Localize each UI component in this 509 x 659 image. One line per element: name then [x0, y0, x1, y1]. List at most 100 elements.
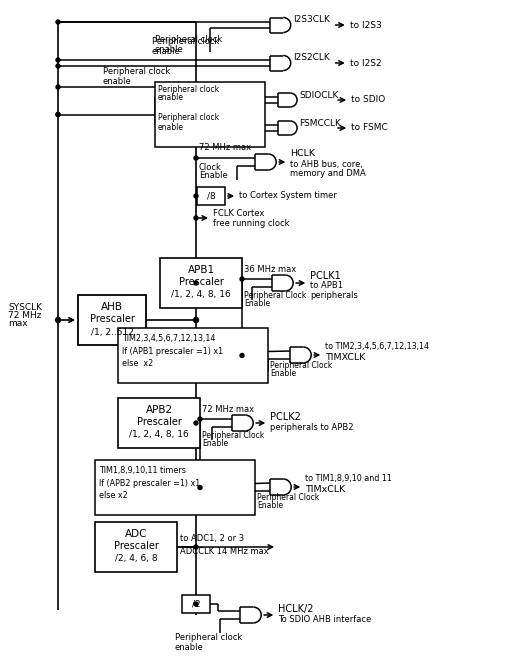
- Text: FSMCCLK: FSMCCLK: [298, 119, 341, 127]
- Circle shape: [56, 113, 60, 117]
- Text: to APB1: to APB1: [309, 281, 343, 291]
- Text: TIMxCLK: TIMxCLK: [304, 484, 345, 494]
- Circle shape: [56, 85, 60, 89]
- Circle shape: [240, 353, 243, 357]
- Text: Prescaler: Prescaler: [136, 417, 181, 427]
- Text: If (APB2 prescaler =1) x1: If (APB2 prescaler =1) x1: [99, 478, 200, 488]
- Text: /2: /2: [191, 600, 200, 608]
- Text: free running clock: free running clock: [213, 219, 289, 227]
- Text: to I2S3: to I2S3: [349, 20, 381, 30]
- Bar: [95, 522, 177, 572]
- Text: Clock: Clock: [199, 163, 221, 171]
- Circle shape: [55, 318, 61, 322]
- Text: Peripheral Clock: Peripheral Clock: [257, 492, 319, 501]
- Text: Prescaler: Prescaler: [178, 277, 223, 287]
- Text: else x2: else x2: [99, 490, 127, 500]
- Text: enable: enable: [158, 94, 184, 103]
- Text: SYSCLK: SYSCLK: [8, 304, 42, 312]
- Text: ADC: ADC: [125, 529, 147, 539]
- Text: Peripheral Clock: Peripheral Clock: [243, 291, 305, 299]
- Text: PCLK1: PCLK1: [309, 271, 341, 281]
- Text: else  x2: else x2: [122, 358, 153, 368]
- Text: Prescaler: Prescaler: [114, 541, 158, 551]
- Text: HCLK/2: HCLK/2: [277, 604, 313, 614]
- Circle shape: [240, 277, 243, 281]
- Text: 72 MHz: 72 MHz: [8, 312, 41, 320]
- Bar: [118, 398, 200, 448]
- Bar: [95, 460, 254, 515]
- Text: /1, 2, 4, 8, 16: /1, 2, 4, 8, 16: [171, 291, 231, 299]
- Text: enable: enable: [158, 123, 184, 132]
- Text: AHB: AHB: [101, 302, 123, 312]
- Text: Peripheral clock: Peripheral clock: [158, 113, 219, 123]
- Text: Enable: Enable: [257, 501, 282, 511]
- Text: to FSMC: to FSMC: [350, 123, 387, 132]
- Text: /1, 2..512: /1, 2..512: [91, 328, 133, 337]
- Text: /1, 2, 4, 8, 16: /1, 2, 4, 8, 16: [129, 430, 188, 440]
- Bar: [78, 295, 146, 345]
- Circle shape: [193, 545, 197, 549]
- Text: If (APB1 prescaler =1) x1: If (APB1 prescaler =1) x1: [122, 347, 223, 355]
- Text: enable: enable: [175, 643, 204, 652]
- Text: Peripheral clock: Peripheral clock: [175, 633, 242, 641]
- Text: Peripheral Clock: Peripheral Clock: [269, 360, 331, 370]
- Text: Enable: Enable: [199, 171, 228, 181]
- Bar: [182, 595, 210, 613]
- Text: to ADC1, 2 or 3: to ADC1, 2 or 3: [180, 534, 244, 544]
- Text: TIMXCLK: TIMXCLK: [325, 353, 365, 362]
- Circle shape: [193, 281, 197, 285]
- Text: to SDIO: to SDIO: [350, 96, 385, 105]
- Text: Enable: Enable: [269, 370, 296, 378]
- Text: Peripheral clock: Peripheral clock: [103, 67, 170, 76]
- Text: /2, 4, 6, 8: /2, 4, 6, 8: [115, 554, 157, 563]
- Text: peripherals to APB2: peripherals to APB2: [270, 424, 353, 432]
- Text: Peripheral clock: Peripheral clock: [158, 84, 219, 94]
- Circle shape: [56, 64, 60, 68]
- Text: To SDIO AHB interface: To SDIO AHB interface: [277, 616, 371, 625]
- Circle shape: [193, 602, 197, 606]
- Bar: [160, 258, 242, 308]
- Text: 72 MHz max: 72 MHz max: [202, 405, 253, 415]
- Text: to TIM1,8,9,10 and 11: to TIM1,8,9,10 and 11: [304, 474, 391, 484]
- Text: TIM1,8,9,10,11 timers: TIM1,8,9,10,11 timers: [99, 467, 185, 476]
- Text: 36 MHz max: 36 MHz max: [243, 266, 296, 275]
- Text: /8: /8: [206, 192, 215, 200]
- Circle shape: [197, 417, 202, 421]
- Text: Enable: Enable: [202, 440, 228, 449]
- Circle shape: [197, 486, 202, 490]
- Bar: [155, 82, 265, 147]
- Text: to I2S2: to I2S2: [349, 59, 381, 67]
- Text: Peripheral clock: Peripheral clock: [152, 36, 219, 45]
- Text: peripherals: peripherals: [309, 291, 357, 299]
- Circle shape: [193, 156, 197, 160]
- Text: enable: enable: [155, 45, 183, 53]
- Text: 72 MHz max: 72 MHz max: [199, 144, 250, 152]
- Circle shape: [56, 58, 60, 62]
- Text: enable: enable: [152, 47, 180, 55]
- Text: to Cortex System timer: to Cortex System timer: [239, 192, 336, 200]
- Circle shape: [193, 194, 197, 198]
- Text: Prescaler: Prescaler: [90, 314, 134, 324]
- Text: APB2: APB2: [145, 405, 172, 415]
- Text: Enable: Enable: [243, 299, 270, 308]
- Text: FCLK Cortex: FCLK Cortex: [213, 208, 264, 217]
- Text: HCLK: HCLK: [290, 150, 315, 159]
- Text: SDIOCLK: SDIOCLK: [298, 90, 338, 100]
- Text: ADCCLK 14 MHz max: ADCCLK 14 MHz max: [180, 548, 268, 556]
- Circle shape: [56, 20, 60, 24]
- Circle shape: [193, 216, 197, 220]
- Text: enable: enable: [103, 78, 131, 86]
- Text: to TIM2,3,4,5,6,7,12,13,14: to TIM2,3,4,5,6,7,12,13,14: [325, 343, 429, 351]
- Bar: [196, 187, 224, 205]
- Text: to AHB bus, core,: to AHB bus, core,: [290, 159, 362, 169]
- Circle shape: [193, 318, 198, 322]
- Circle shape: [56, 113, 60, 117]
- Text: Peripheral clock: Peripheral clock: [155, 34, 222, 43]
- Text: max: max: [8, 320, 27, 328]
- Text: Peripheral Clock: Peripheral Clock: [202, 430, 264, 440]
- Text: I2S3CLK: I2S3CLK: [292, 16, 329, 24]
- Text: I2S2CLK: I2S2CLK: [292, 53, 329, 63]
- Bar: [118, 328, 267, 383]
- Text: memory and DMA: memory and DMA: [290, 169, 365, 179]
- Text: PCLK2: PCLK2: [270, 412, 300, 422]
